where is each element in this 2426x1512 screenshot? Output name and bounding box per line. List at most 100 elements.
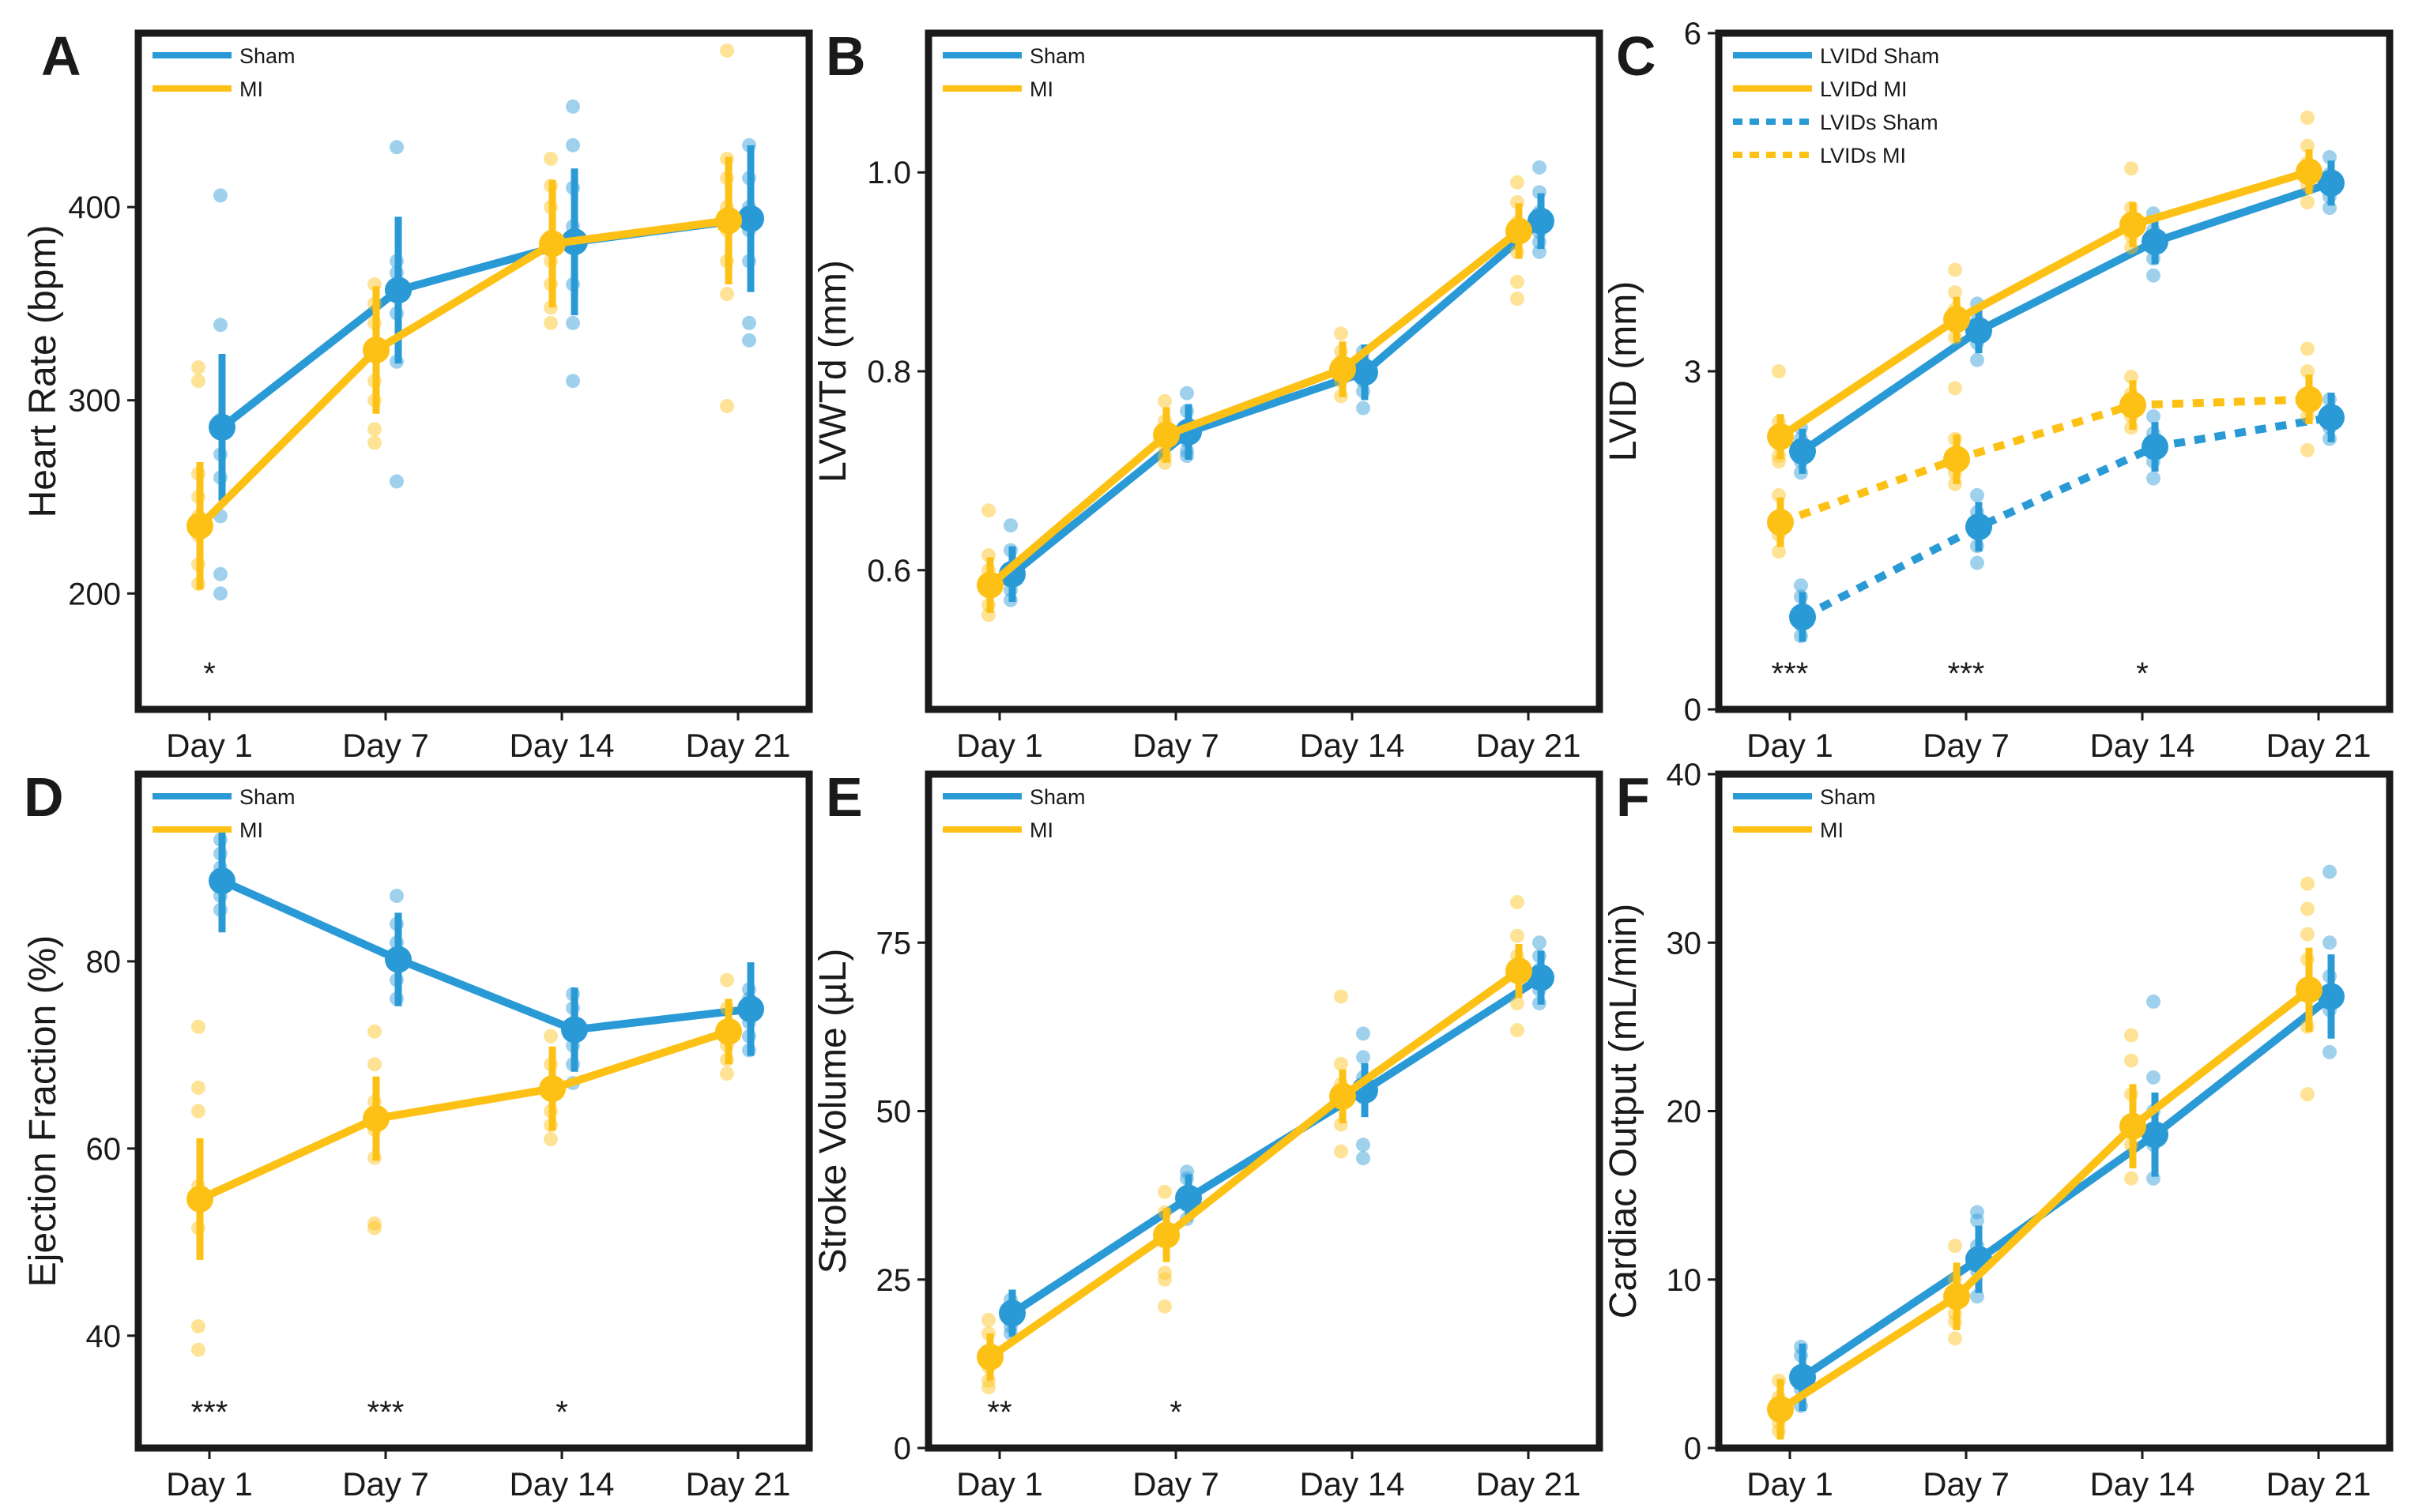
mean-marker [1505, 957, 1532, 985]
panel-letter: F [1616, 766, 1650, 828]
legend-label: Sham [239, 44, 296, 68]
x-tick-label: Day 7 [342, 1465, 429, 1503]
mean-marker [1767, 1395, 1794, 1423]
data-point [1510, 895, 1524, 910]
mean-marker [1329, 355, 1356, 383]
series-lvidd-mi [1767, 111, 2322, 463]
x-tick-label: Day 1 [1746, 727, 1833, 764]
series-mi [977, 175, 1532, 622]
data-point [2322, 864, 2337, 879]
series-sham [999, 935, 1554, 1341]
data-point [2300, 876, 2315, 891]
data-point [2300, 1087, 2315, 1102]
data-point [213, 566, 228, 581]
mean-marker [1329, 1082, 1356, 1110]
y-tick-label: 40 [1667, 758, 1702, 792]
panel-letter: E [826, 766, 863, 828]
data-point [720, 972, 734, 987]
data-point [1334, 1144, 1348, 1159]
legend: Sham MI [943, 785, 1086, 842]
plot-frame [134, 29, 813, 713]
mean-marker [2296, 976, 2322, 1003]
mean-marker [2296, 158, 2322, 186]
series-line [219, 214, 752, 431]
series-sham [999, 160, 1554, 607]
series-sham [209, 829, 764, 1090]
legend-label: LVIDs Sham [1820, 111, 1938, 134]
data-point [1356, 401, 1370, 416]
plot-frame [1715, 770, 2394, 1452]
data-point [367, 1221, 382, 1236]
data-point [1334, 989, 1348, 1004]
data-point [1158, 1266, 1172, 1281]
mean-marker [561, 1016, 588, 1044]
x-tick-label: Day 14 [509, 727, 614, 764]
data-point [1948, 262, 1962, 277]
data-point [1772, 364, 1786, 378]
y-tick-label: 25 [876, 1263, 912, 1298]
data-point [1532, 160, 1546, 175]
y-axis-label: Cardiac Output (mL/min) [1603, 904, 1644, 1319]
data-point [2300, 901, 2315, 916]
mean-marker [977, 571, 1004, 599]
mean-marker [2318, 983, 2345, 1010]
x-tick-label: Day 1 [956, 727, 1043, 764]
mean-marker [2142, 228, 2168, 255]
x-tick-label: Day 14 [2089, 1465, 2194, 1503]
y-tick-label: 6 [1684, 17, 1701, 51]
mean-marker [1943, 306, 1970, 333]
series-line [1800, 413, 2332, 621]
mean-marker [2296, 386, 2322, 413]
mean-marker [2142, 433, 2168, 461]
data-point [566, 315, 580, 330]
series-line [198, 1028, 730, 1203]
data-point [2124, 1028, 2138, 1043]
legend-label: MI [239, 818, 263, 842]
y-tick-label: 0 [1684, 1431, 1701, 1466]
significance-marker: *** [191, 1395, 228, 1430]
mean-marker [2119, 391, 2146, 419]
data-point [720, 287, 734, 302]
y-tick-label: 50 [876, 1095, 912, 1130]
series-line [1778, 167, 2311, 440]
data-point [1158, 1184, 1172, 1199]
significance-marker: * [2136, 656, 2149, 691]
x-tick-label: Day 21 [685, 727, 790, 764]
mean-marker [1505, 217, 1532, 245]
data-point [1158, 1299, 1172, 1314]
mean-marker [209, 413, 235, 441]
y-tick-label: 300 [68, 384, 121, 419]
mean-marker [2318, 404, 2345, 431]
data-point [1970, 1205, 1984, 1220]
y-tick-label: 30 [1667, 926, 1702, 961]
data-point [191, 374, 205, 389]
mean-marker [385, 276, 412, 304]
mean-marker [737, 995, 764, 1023]
plot-frame [1715, 29, 2394, 713]
significance-marker: ** [987, 1395, 1011, 1430]
data-point [1510, 175, 1524, 190]
data-point [191, 360, 205, 375]
data-point [1356, 1026, 1370, 1041]
data-point [742, 315, 756, 330]
series-line [1009, 218, 1544, 577]
legend-label: MI [1030, 818, 1053, 842]
mean-marker [363, 1104, 390, 1132]
mean-marker [715, 207, 742, 235]
mean-marker [1351, 359, 1378, 386]
series-line [1800, 993, 2334, 1381]
legend-label: LVIDs MI [1820, 144, 1906, 167]
legend-label: MI [1030, 77, 1053, 101]
mean-marker [1767, 509, 1794, 536]
significance-marker: *** [367, 1395, 405, 1430]
data-point [2124, 161, 2138, 176]
data-point [1356, 1050, 1370, 1065]
data-point [367, 422, 382, 437]
y-tick-label: 1.0 [867, 156, 911, 190]
data-point [981, 1380, 996, 1395]
mean-marker [1943, 1283, 1970, 1311]
mean-marker [363, 337, 390, 364]
x-tick-label: Day 7 [1132, 1465, 1219, 1503]
x-tick-label: Day 14 [1299, 727, 1404, 764]
